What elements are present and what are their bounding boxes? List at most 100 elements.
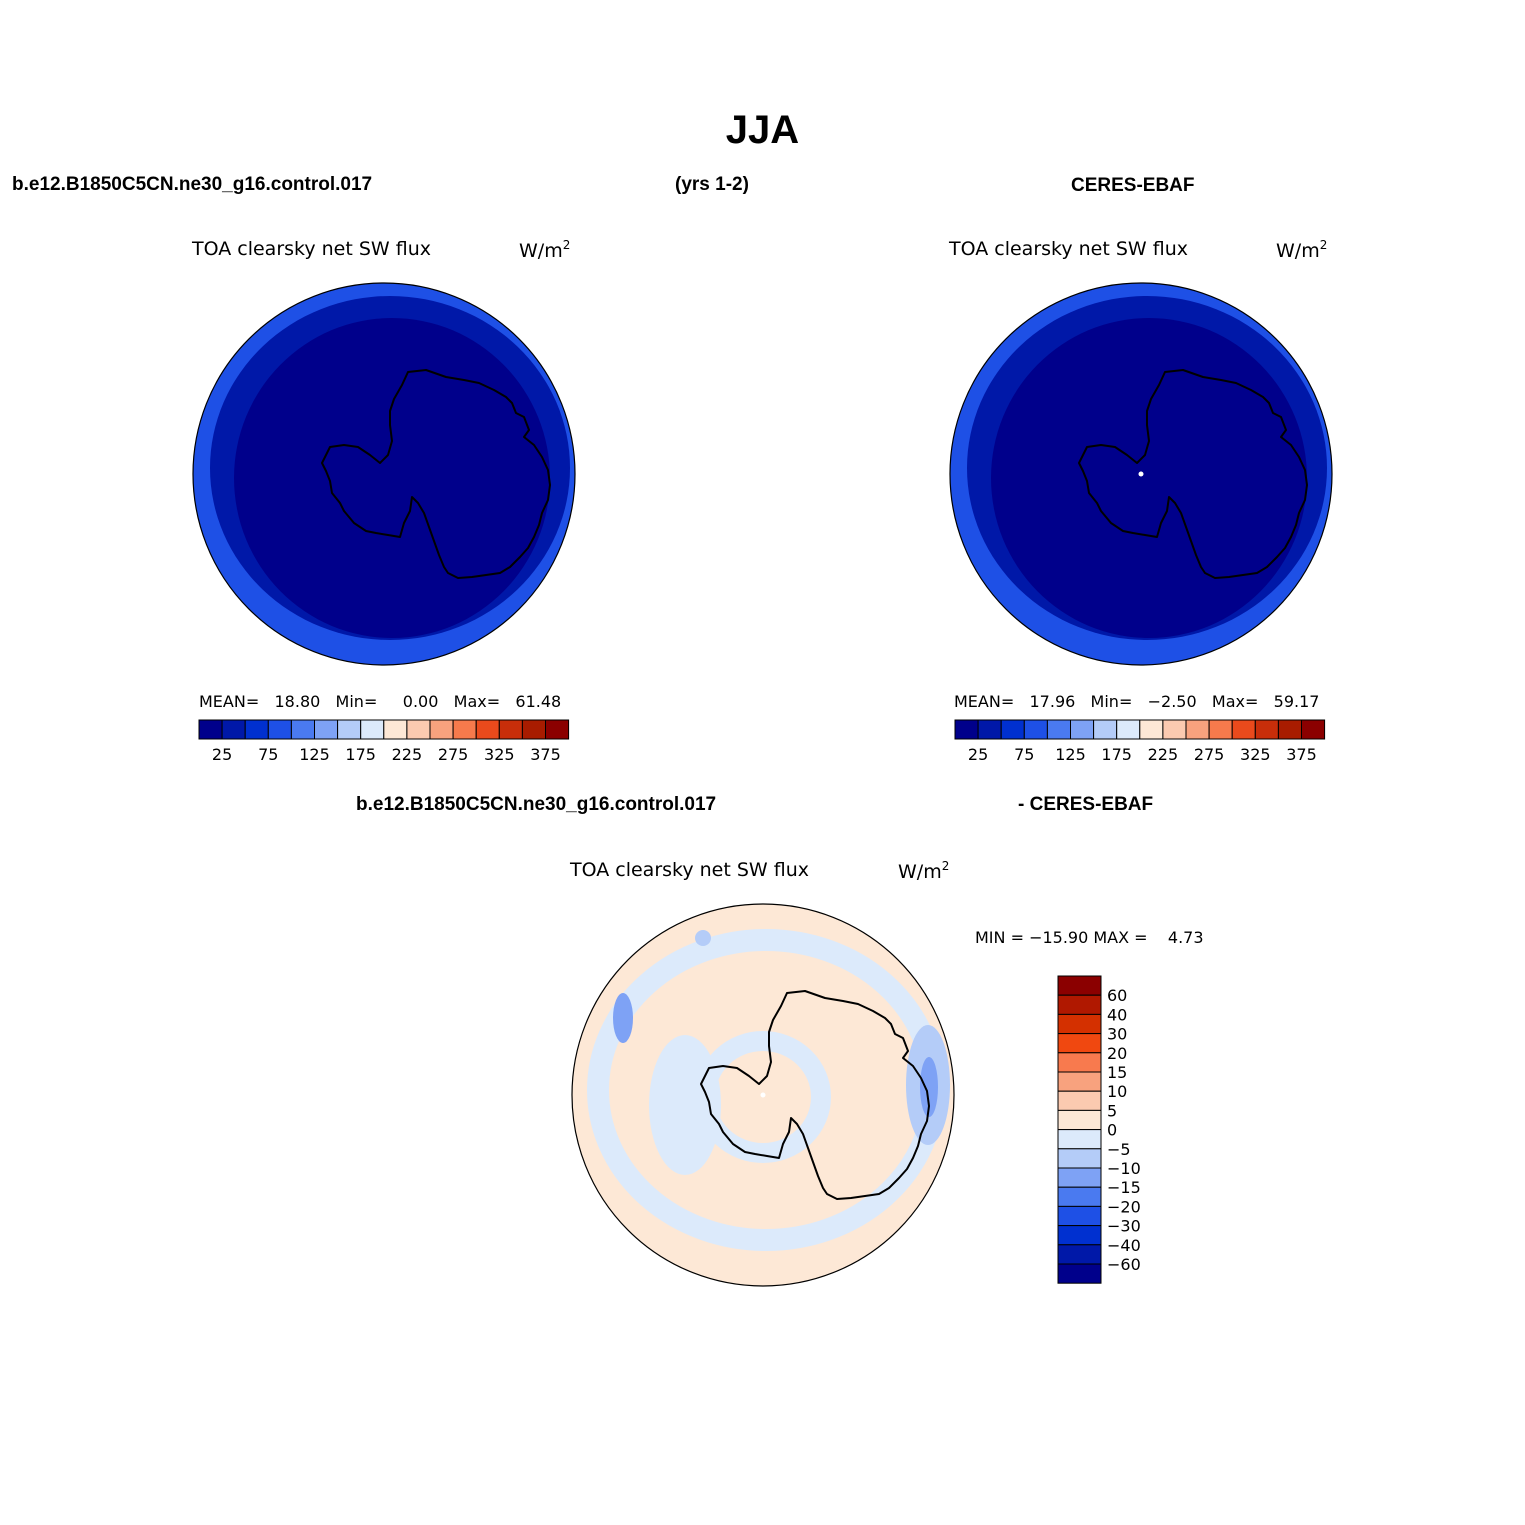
model-colorbar-tick-label: 25 <box>212 745 232 764</box>
obs-inner-region <box>991 318 1307 638</box>
obs-colorbar-box <box>1093 719 1118 740</box>
obs-colorbar-box <box>1162 719 1187 740</box>
obs-colorbar-box <box>1208 719 1233 740</box>
model-colorbar-box <box>360 719 385 740</box>
obs-map-border <box>949 282 1333 666</box>
diff-colorbar-tick-label: −15 <box>1107 1178 1141 1197</box>
main-title: JJA <box>725 108 800 152</box>
diff-obs-name-label: - CERES-EBAF <box>1018 794 1154 815</box>
model-variable-label: TOA clearsky net SW flux <box>192 238 432 260</box>
obs-colorbar-box <box>954 719 979 740</box>
model-colorbar-tick-label: 325 <box>484 745 515 764</box>
obs-colorbar-tick-label: 275 <box>1194 745 1225 764</box>
obs-colorbar-tick-label: 225 <box>1148 745 1179 764</box>
obs-variable-label: TOA clearsky net SW flux <box>949 238 1189 260</box>
diff-neg15-west-region <box>613 993 633 1043</box>
model-colorbar-box <box>521 719 547 740</box>
model-colorbar-box <box>267 719 292 740</box>
model-colorbar-box <box>498 719 523 740</box>
obs-colorbar-tick-label: 325 <box>1240 745 1271 764</box>
model-colorbar-box <box>429 719 454 740</box>
diff-colorbar-tick-label: −5 <box>1107 1140 1131 1159</box>
diff-colorbar-tick-label: −60 <box>1107 1255 1141 1274</box>
diff-neg15-east-region <box>920 1057 938 1117</box>
diff-colorbar-tick-label: 5 <box>1107 1101 1117 1120</box>
diff-stats-label: MIN = −15.90 MAX = 4.73 <box>975 928 1204 947</box>
case-name-label: b.e12.B1850C5CN.ne30_g16.control.017 <box>12 174 373 195</box>
model-colorbar-box <box>406 719 431 740</box>
model-colorbar-box <box>244 719 269 740</box>
model-colorbar-box <box>198 719 223 740</box>
model-colorbar-tick-label: 175 <box>345 745 376 764</box>
diff-colorbar-tick-label: 40 <box>1107 1005 1127 1024</box>
diff-colorbar-box <box>1057 1129 1102 1150</box>
diff-colorbar-tick-label: 10 <box>1107 1082 1127 1101</box>
diff-colorbar-tick-label: −30 <box>1107 1217 1141 1236</box>
obs-colorbar-tick-label: 175 <box>1101 745 1132 764</box>
model-colorbar-tick-label: 125 <box>299 745 330 764</box>
model-colorbar-box <box>337 719 362 740</box>
diff-colorbar-box <box>1057 1148 1102 1169</box>
diff-colorbar-tick-label: 20 <box>1107 1044 1127 1063</box>
obs-colorbar-box <box>1301 719 1326 740</box>
diff-neg5-west-region <box>649 1035 721 1175</box>
model-stats-label: MEAN= 18.80 Min= 0.00 Max= 61.48 <box>199 692 562 711</box>
obs-colorbar-box <box>1277 719 1303 740</box>
obs-colorbar-tick-label: 375 <box>1286 745 1317 764</box>
model-colorbar-box <box>545 719 570 740</box>
model-colorbar-box <box>314 719 339 740</box>
model-units-label: W/m2 <box>519 238 571 262</box>
diff-colorbar-tick-label: −10 <box>1107 1159 1141 1178</box>
obs-colorbar-box <box>1000 719 1025 740</box>
diff-colorbar-box <box>1057 1167 1102 1188</box>
diff-colorbar-box <box>1057 994 1102 1015</box>
diff-colorbar-box <box>1057 1033 1102 1054</box>
obs-colorbar-box <box>1116 719 1141 740</box>
model-colorbar-tick-label: 275 <box>438 745 469 764</box>
diff-colorbar-box <box>1057 1071 1102 1092</box>
model-colorbar-tick-label: 225 <box>392 745 423 764</box>
diff-colorbar-box <box>1057 1090 1102 1111</box>
obs-colorbar-box <box>1046 719 1072 740</box>
obs-colorbar-box <box>1231 719 1256 740</box>
diff-colorbar-box <box>1057 1109 1102 1131</box>
diff-colorbar-box <box>1057 1205 1102 1227</box>
diff-colorbar-tick-label: 0 <box>1107 1121 1117 1140</box>
diff-units-label: W/m2 <box>898 859 950 883</box>
obs-pole-dot <box>1138 471 1144 477</box>
diff-colorbar-box <box>1057 1052 1102 1073</box>
obs-colorbar-box <box>1070 719 1095 740</box>
model-colorbar-tick-label: 75 <box>258 745 278 764</box>
diff-colorbar-box <box>1057 1263 1102 1284</box>
model-map-border <box>192 282 576 666</box>
obs-stats-label: MEAN= 17.96 Min= −2.50 Max= 59.17 <box>954 692 1320 711</box>
diff-colorbar-tick-label: 15 <box>1107 1063 1127 1082</box>
diff-colorbar-tick-label: −40 <box>1107 1236 1141 1255</box>
model-colorbar-box <box>290 719 315 740</box>
obs-colorbar-tick-label: 125 <box>1055 745 1086 764</box>
model-colorbar-box <box>221 719 246 740</box>
model-colorbar-box <box>475 719 500 740</box>
diff-colorbar-tick-label: −20 <box>1107 1197 1141 1216</box>
obs-colorbar-box <box>1023 719 1048 740</box>
diff-map <box>572 904 954 1286</box>
diff-colorbar-box <box>1057 1244 1102 1265</box>
model-inner-region <box>234 318 550 638</box>
diff-variable-label: TOA clearsky net SW flux <box>570 859 810 881</box>
obs-map <box>950 283 1332 665</box>
model-map <box>193 283 575 665</box>
obs-colorbar-box <box>1254 719 1279 740</box>
model-colorbar-tick-label: 375 <box>530 745 561 764</box>
obs-name-label: CERES-EBAF <box>1071 175 1195 196</box>
obs-colorbar-tick-label: 25 <box>968 745 988 764</box>
obs-colorbar-tick-label: 75 <box>1014 745 1034 764</box>
diff-case-name-label: b.e12.B1850C5CN.ne30_g16.control.017 <box>356 794 717 815</box>
diff-colorbar-box <box>1057 1225 1102 1246</box>
diff-colorbar-box <box>1057 975 1102 996</box>
diff-map-border <box>571 903 955 1287</box>
diff-pole-dot <box>760 1092 766 1098</box>
obs-colorbar-box <box>1185 719 1210 740</box>
diff-colorbar-box <box>1057 1186 1102 1207</box>
